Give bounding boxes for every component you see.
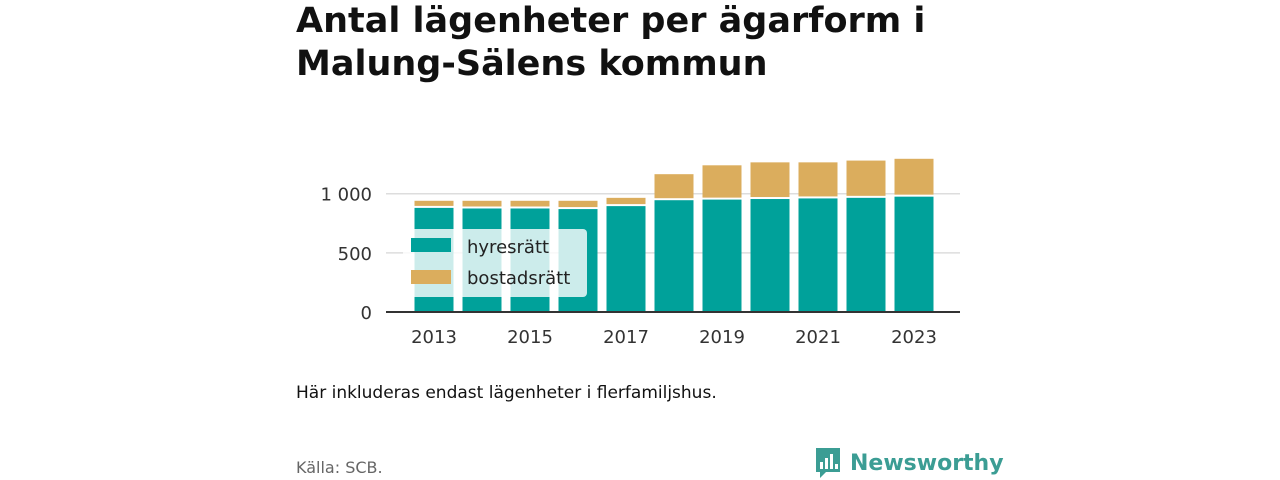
bar-hyresratt-2022 xyxy=(846,197,886,312)
bar-hyresratt-2020 xyxy=(750,199,790,312)
brand-name: Newsworthy xyxy=(850,450,1004,476)
x-tick-label-2019: 2019 xyxy=(699,327,745,348)
y-tick-label: 500 xyxy=(338,244,372,265)
bar-bostadsratt-2017 xyxy=(606,197,646,205)
bar-bostadsratt-2019 xyxy=(702,165,742,198)
bar-hyresratt-2019 xyxy=(702,199,742,312)
bar-bostadsratt-2021 xyxy=(798,162,838,197)
x-tick-label-2017: 2017 xyxy=(603,327,649,348)
bar-chart-speech-bubble-icon xyxy=(816,448,840,478)
bar-hyresratt-2023 xyxy=(894,196,934,312)
legend-label-bostadsratt: bostadsrätt xyxy=(467,268,570,289)
y-tick-label: 0 xyxy=(361,303,372,324)
x-tick-label-2013: 2013 xyxy=(411,327,457,348)
bar-bostadsratt-2014 xyxy=(462,200,502,207)
y-tick-label: 1 000 xyxy=(320,185,372,206)
bar-bostadsratt-2023 xyxy=(894,158,934,195)
chart-title: Antal lägenheter per ägarform i Malung-S… xyxy=(296,0,996,86)
y-tick-labels: 0 500 1 000 xyxy=(320,185,372,324)
legend-swatch-bostadsratt xyxy=(411,270,451,284)
newsworthy-logo: Newsworthy xyxy=(814,446,1004,480)
chart-title-line-2: Malung-Sälens kommun xyxy=(296,44,768,84)
x-tick-label-2015: 2015 xyxy=(507,327,553,348)
chart-title-line-1: Antal lägenheter per ägarform i xyxy=(296,1,926,41)
bar-bostadsratt-2016 xyxy=(558,200,598,208)
x-tick-labels: 2013 2015 2017 2019 2021 2023 xyxy=(411,327,937,348)
bar-hyresratt-2021 xyxy=(798,198,838,312)
bar-bostadsratt-2020 xyxy=(750,162,790,198)
x-tick-label-2023: 2023 xyxy=(891,327,937,348)
bar-hyresratt-2017 xyxy=(606,206,646,312)
bar-hyresratt-2018 xyxy=(654,200,694,312)
bar-bostadsratt-2022 xyxy=(846,160,886,196)
bar-bostadsratt-2015 xyxy=(510,200,550,207)
chart-note: Här inkluderas endast lägenheter i flerf… xyxy=(296,383,717,403)
bar-bostadsratt-2018 xyxy=(654,174,694,199)
legend: hyresrätt bostadsrätt xyxy=(403,229,587,297)
source-credit: Källa: SCB. xyxy=(296,458,383,477)
bar-bostadsratt-2013 xyxy=(414,200,454,206)
x-tick-label-2021: 2021 xyxy=(795,327,841,348)
legend-swatch-hyresratt xyxy=(411,238,451,252)
legend-label-hyresratt: hyresrätt xyxy=(467,237,549,258)
